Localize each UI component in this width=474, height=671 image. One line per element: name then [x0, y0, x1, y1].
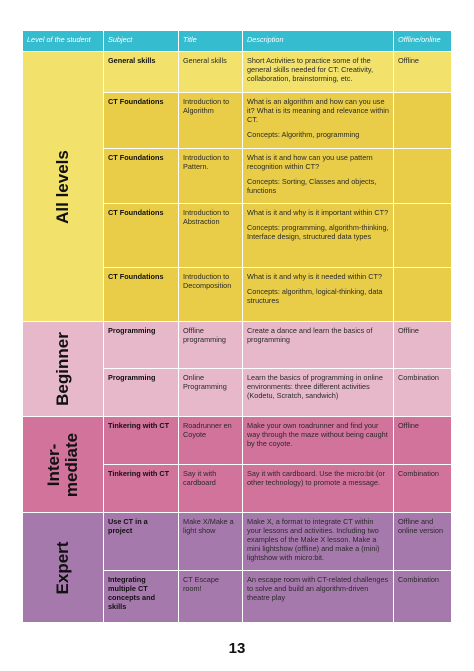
mode-cell: Combination [393, 368, 452, 417]
title-cell: Online Programming [178, 368, 243, 417]
header-subject: Subject [103, 30, 179, 52]
concepts-text: Concepts: Algorithm, programming [247, 130, 360, 139]
description-text: Learn the basics of programming in onlin… [247, 373, 383, 400]
header-description: Description [242, 30, 394, 52]
level-beginner: Beginner [22, 321, 104, 417]
mode-cell: Combination [393, 464, 452, 513]
description-cell: Make X, a format to integrate CT within … [242, 512, 394, 571]
subject-cell: CT Foundations [103, 267, 179, 322]
concepts-text: Concepts: programming, algorithm-thinkin… [247, 223, 389, 241]
description-cell: Make your own roadrunner and find your w… [242, 416, 394, 465]
description-cell: What is it and how can you use pattern r… [242, 148, 394, 204]
title-cell: Make X/Make a light show [178, 512, 243, 571]
description-text: What is it and why is it needed within C… [247, 272, 383, 281]
description-cell: Short Activities to practice some of the… [242, 51, 394, 93]
description-text: An escape room with CT-related challenge… [247, 575, 389, 602]
description-text: What is it and how can you use pattern r… [247, 153, 373, 171]
description-text: Make X, a format to integrate CT within … [247, 517, 380, 562]
mode-cell: Offline [393, 321, 452, 369]
title-cell: CT Escape room! [178, 570, 243, 623]
description-text: Create a dance and learn the basics of p… [247, 326, 373, 344]
level-all-levels: All levels [22, 51, 104, 322]
page-number: 13 [228, 640, 246, 657]
mode-cell: Offline and online version [393, 512, 452, 571]
subject-cell: Integrating multiple CT concepts and ski… [103, 570, 179, 623]
mode-cell [393, 203, 452, 268]
mode-cell: Offline [393, 416, 452, 465]
table-row: CT Foundations Introduction to Algorithm… [23, 92, 452, 149]
mode-cell [393, 148, 452, 204]
table-row: Tinkering with CT Say it with cardboard … [23, 464, 452, 513]
table-row: Expert Use CT in a project Make X/Make a… [22, 512, 452, 623]
header-title: Title [178, 30, 243, 52]
table-row: Programming Online Programming Learn the… [23, 368, 452, 417]
title-cell: Say it with cardboard [178, 464, 243, 513]
description-text: Short Activities to practice some of the… [247, 56, 373, 83]
subject-cell: Tinkering with CT [103, 416, 179, 465]
subject-cell: CT Foundations [103, 148, 179, 204]
description-text: Say it with cardboard. Use the micro:bit… [247, 469, 385, 487]
description-cell: What is it and why is it needed within C… [242, 267, 394, 322]
description-cell: Learn the basics of programming in onlin… [242, 368, 394, 417]
description-cell: What is it and why is it important withi… [242, 203, 394, 268]
level-expert: Expert [22, 512, 104, 623]
title-cell: Introduction to Decomposition [178, 267, 243, 322]
header-row: Level of the student Subject Title Descr… [22, 30, 452, 52]
title-cell: Roadrunner en Coyote [178, 416, 243, 465]
level-intermediate: Inter-mediate [22, 416, 104, 513]
subject-cell: Programming [103, 321, 179, 369]
header-mode: Offline/online [393, 30, 452, 52]
header-level: Level of the student [22, 30, 104, 52]
description-cell: Say it with cardboard. Use the micro:bit… [242, 464, 394, 513]
table-row: CT Foundations Introduction to Abstracti… [23, 203, 452, 268]
table-row: Beginner Programming Offline programming… [22, 321, 452, 417]
subject-cell: Tinkering with CT [103, 464, 179, 513]
table-row: CT Foundations Introduction to Decomposi… [23, 267, 452, 322]
table-row: Inter-mediate Tinkering with CT Roadrunn… [22, 416, 452, 513]
description-text: What is an algorithm and how can you use… [247, 97, 389, 124]
mode-cell [393, 267, 452, 322]
concepts-text: Concepts: Sorting, Classes and objects, … [247, 177, 377, 195]
description-cell: Create a dance and learn the basics of p… [242, 321, 394, 369]
mode-cell [393, 92, 452, 149]
subject-cell: Use CT in a project [103, 512, 179, 571]
subject-cell: General skills [103, 51, 179, 93]
subject-cell: CT Foundations [103, 203, 179, 268]
title-cell: Introduction to Abstraction [178, 203, 243, 268]
description-text: What is it and why is it important withi… [247, 208, 389, 217]
description-cell: What is an algorithm and how can you use… [242, 92, 394, 149]
title-cell: General skills [178, 51, 243, 93]
mode-cell: Combination [393, 570, 452, 623]
description-cell: An escape room with CT-related challenge… [242, 570, 394, 623]
title-cell: Offline programming [178, 321, 243, 369]
subject-cell: Programming [103, 368, 179, 417]
mode-cell: Offline [393, 51, 452, 93]
description-text: Make your own roadrunner and find your w… [247, 421, 388, 448]
table-row: All levels General skills General skills… [22, 51, 452, 322]
subject-cell: CT Foundations [103, 92, 179, 149]
title-cell: Introduction to Pattern. [178, 148, 243, 204]
activities-table: Level of the student Subject Title Descr… [22, 30, 452, 623]
table-row: Integrating multiple CT concepts and ski… [23, 570, 452, 623]
title-cell: Introduction to Algorithm [178, 92, 243, 149]
concepts-text: Concepts: algorithm, logical-thinking, d… [247, 287, 383, 305]
table-row: CT Foundations Introduction to Pattern. … [23, 148, 452, 204]
